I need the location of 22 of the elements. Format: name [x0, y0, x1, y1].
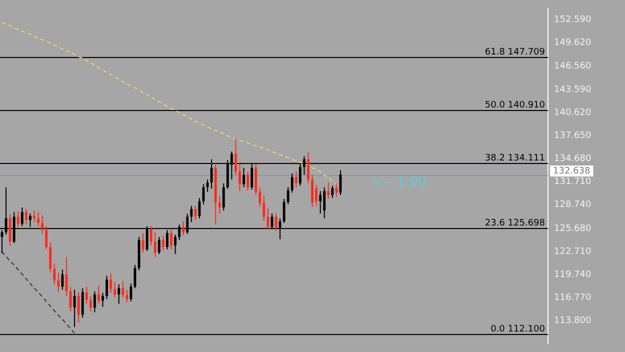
y-tick-label: 113.800	[554, 316, 592, 326]
annotation: <-- 1:00	[372, 175, 426, 190]
y-tick-label: 122.710	[554, 246, 592, 257]
ref-line-label: 61.8 147.709	[484, 47, 546, 58]
ref-line-label: 132.638	[553, 166, 590, 176]
y-tick-label: 134.680	[554, 154, 592, 164]
y-tick-label: 125.680	[554, 224, 592, 234]
y-tick-label: 140.620	[554, 108, 592, 118]
y-tick-label: 116.770	[554, 293, 592, 304]
ref-line-label: 50.0 140.910	[484, 100, 546, 110]
y-tick-label: 146.560	[554, 62, 592, 72]
y-tick-label: 131.710	[554, 177, 592, 188]
y-tick-label: 137.650	[554, 130, 592, 141]
y-tick-label: 152.590	[554, 14, 592, 25]
ref-line-label: 38.2 134.111	[484, 153, 545, 164]
y-tick-label: 149.620	[554, 38, 592, 48]
ref-line-label: 23.6 125.698	[484, 218, 546, 228]
y-tick-label: 143.590	[554, 84, 592, 95]
y-tick-label: 119.740	[554, 270, 592, 280]
y-tick-label: 128.740	[554, 200, 592, 210]
line-series	[2, 251, 76, 334]
ref-line-label: 0.0 112.100	[490, 324, 546, 334]
